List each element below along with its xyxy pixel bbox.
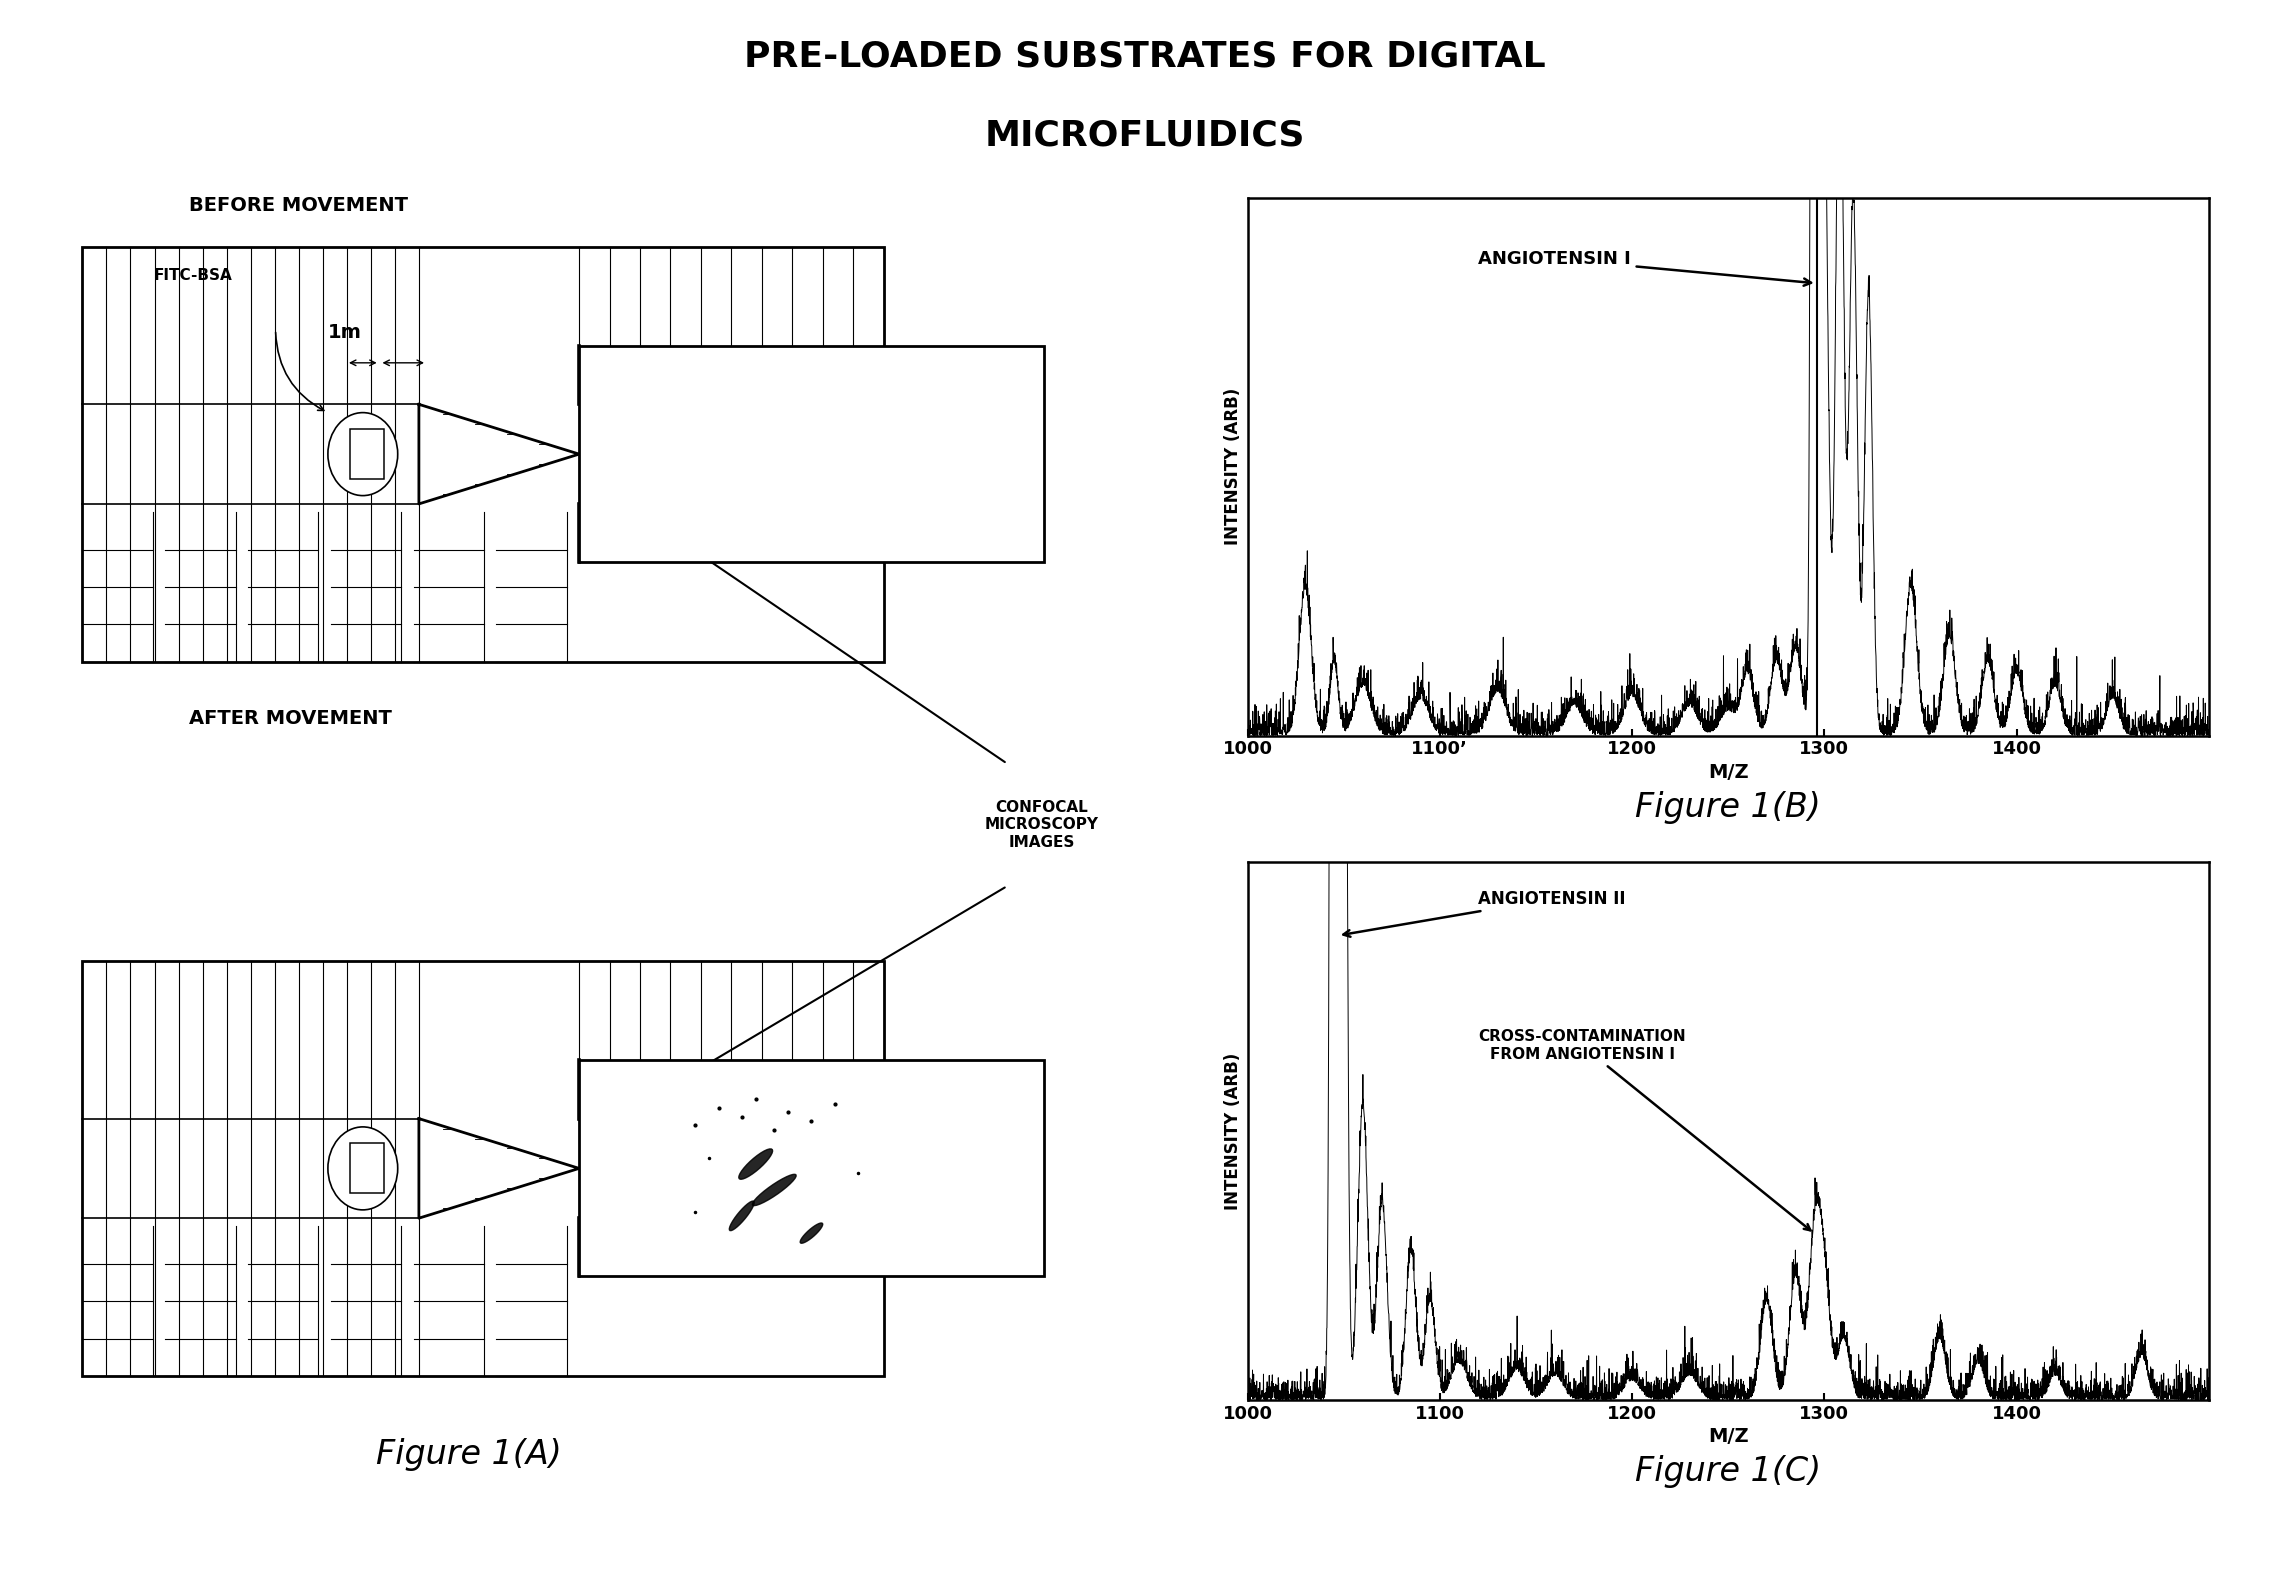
Text: ANGIOTENSIN I: ANGIOTENSIN I [1479,250,1811,286]
Polygon shape [730,1201,753,1231]
Bar [82,247,884,661]
Text: Figure 1(B): Figure 1(B) [1634,791,1822,824]
Polygon shape [739,1149,774,1179]
Circle shape [327,1126,398,1210]
Text: CONFOCAL
MICROSCOPY
IMAGES: CONFOCAL MICROSCOPY IMAGES [984,800,1099,850]
Text: 1m: 1m [327,323,362,342]
Polygon shape [801,1223,822,1243]
Text: FITC-BSA: FITC-BSA [153,267,231,283]
Text: PRE-LOADED SUBSTRATES FOR DIGITAL: PRE-LOADED SUBSTRATES FOR DIGITAL [744,40,1545,73]
Y-axis label: INTENSITY (ARB): INTENSITY (ARB) [1225,388,1243,546]
Polygon shape [419,1118,579,1218]
Y-axis label: INTENSITY (ARB): INTENSITY (ARB) [1225,1052,1243,1210]
Circle shape [327,413,398,495]
Bar [579,1060,1044,1277]
Bar [82,960,884,1376]
Text: ANGIOTENSIN II: ANGIOTENSIN II [1344,889,1625,937]
Bar [579,346,1044,562]
X-axis label: M/Z: M/Z [1708,763,1749,782]
Polygon shape [419,405,579,505]
Text: CROSS-CONTAMINATION
FROM ANGIOTENSIN I: CROSS-CONTAMINATION FROM ANGIOTENSIN I [1479,1030,1811,1231]
X-axis label: M/Z: M/Z [1708,1427,1749,1446]
Text: AFTER MOVEMENT: AFTER MOVEMENT [190,709,391,728]
Bar [350,1144,385,1193]
Text: Figure 1(C): Figure 1(C) [1634,1455,1822,1489]
Polygon shape [753,1174,797,1205]
Text: BEFORE MOVEMENT: BEFORE MOVEMENT [190,196,407,215]
Bar [350,429,385,479]
Text: MICROFLUIDICS: MICROFLUIDICS [984,119,1305,152]
Text: Figure 1(A): Figure 1(A) [375,1438,563,1471]
